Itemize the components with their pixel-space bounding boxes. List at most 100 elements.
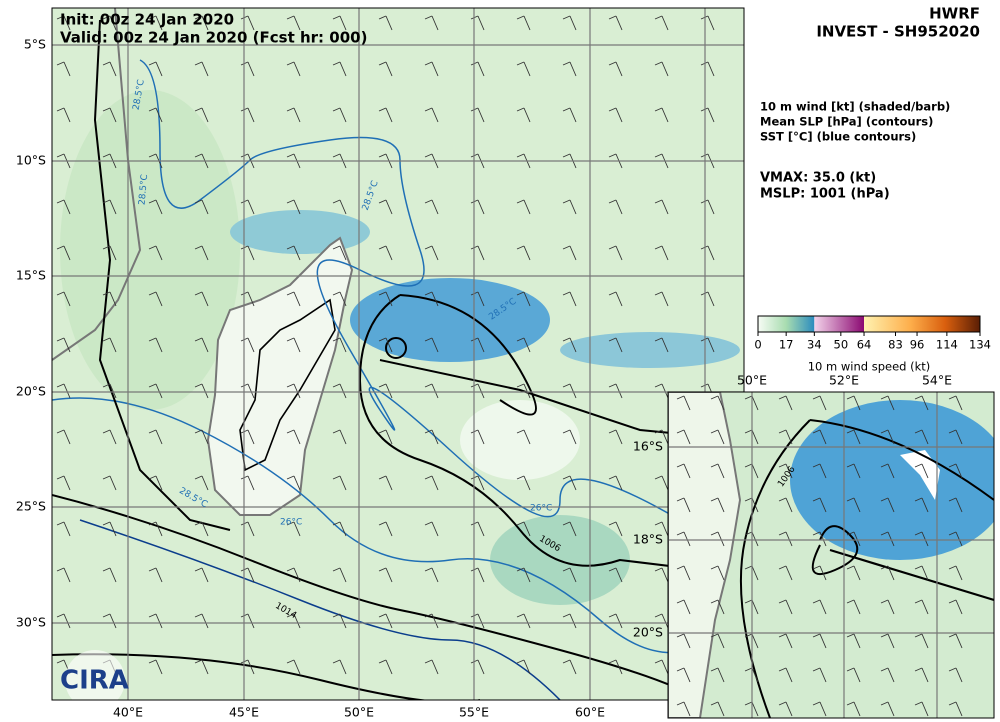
wind-barb — [914, 633, 929, 649]
colorbar-tick-label: 50 — [834, 338, 849, 352]
wind-barb — [676, 395, 691, 411]
wind-barb — [56, 107, 71, 123]
vmax: VMAX: 35.0 (kt) — [760, 171, 876, 186]
wind-barb — [880, 429, 895, 445]
wind-barb — [286, 659, 301, 675]
wind-barb — [676, 599, 691, 615]
wind-barb — [654, 199, 669, 215]
wind-barb — [812, 667, 827, 683]
wind-barb — [194, 245, 209, 261]
wind-barb — [424, 61, 439, 77]
wind-barb — [812, 497, 827, 513]
wind-barb — [812, 633, 827, 649]
wind-barb — [424, 567, 439, 583]
wind-barb — [744, 429, 759, 445]
wind-barb — [56, 521, 71, 537]
wind-barb — [424, 15, 439, 31]
grid — [52, 8, 744, 700]
wind-barb — [332, 429, 347, 445]
wind-barb — [608, 659, 623, 675]
map-frame — [51, 7, 745, 701]
contour-label: 28.5°C — [138, 174, 151, 206]
wind-barb — [654, 291, 669, 307]
wind-barb — [378, 613, 393, 629]
colorbar-tick-label: 96 — [910, 338, 925, 352]
inset-map: 1006 — [668, 392, 994, 718]
wind-barb — [424, 245, 439, 261]
wind-barb — [710, 701, 725, 717]
wind-barb — [378, 475, 393, 491]
wind-barb — [562, 613, 577, 629]
lon-label: 60°E — [575, 705, 605, 720]
wind-barb — [778, 667, 793, 683]
wind-barb — [194, 475, 209, 491]
wind-barb — [744, 701, 759, 717]
wind-barb — [710, 633, 725, 649]
wind-barb — [710, 395, 725, 411]
lat-label: 5°S — [24, 37, 46, 52]
wind-barb — [286, 383, 301, 399]
wind-barb — [880, 463, 895, 479]
wind-barb — [710, 429, 725, 445]
wind-shading — [560, 332, 740, 368]
wind-barb — [516, 613, 531, 629]
valid-time: Valid: 00z 24 Jan 2020 (Fcst hr: 000) — [60, 29, 367, 47]
wind-barb — [676, 429, 691, 445]
wind-barb — [516, 337, 531, 353]
wind-barb — [378, 245, 393, 261]
wind-barb — [812, 531, 827, 547]
wind-barb — [778, 565, 793, 581]
wind-barb — [562, 61, 577, 77]
wind-barb — [378, 659, 393, 675]
wind-barb — [516, 15, 531, 31]
wind-barb — [654, 429, 669, 445]
wind-barb — [102, 61, 117, 77]
wind-barb — [194, 107, 209, 123]
wind-barb — [948, 701, 963, 717]
wind-barb — [914, 599, 929, 615]
wind-barb — [608, 199, 623, 215]
inset-lon-label: 50°E — [737, 373, 767, 388]
colorbar-label: 10 m wind speed (kt) — [808, 360, 931, 374]
wind-barb — [378, 199, 393, 215]
wind-barb — [562, 15, 577, 31]
wind-barb — [846, 667, 861, 683]
wind-barb — [562, 107, 577, 123]
wind-barb — [332, 567, 347, 583]
wind-barb — [516, 199, 531, 215]
wind-barb — [424, 429, 439, 445]
wind-barb — [516, 521, 531, 537]
wind-barb — [194, 291, 209, 307]
grid — [668, 392, 994, 718]
wind-barb — [744, 599, 759, 615]
colorbar-segment — [864, 316, 980, 332]
legend-line: Mean SLP [hPa] (contours) — [760, 115, 933, 129]
wind-barb — [880, 599, 895, 615]
wind-barb — [332, 245, 347, 261]
wind-barb — [102, 107, 117, 123]
wind-barb — [56, 337, 71, 353]
wind-barb — [148, 521, 163, 537]
pressure-contour — [239, 298, 336, 472]
pressure-contour — [93, 19, 231, 531]
wind-barb — [676, 463, 691, 479]
wind-barb — [56, 475, 71, 491]
wind-barb — [744, 531, 759, 547]
colorbar-tick-label: 83 — [888, 338, 903, 352]
wind-barb — [56, 383, 71, 399]
lon-label: 45°E — [229, 705, 259, 720]
wind-barb — [102, 383, 117, 399]
wind-shading — [230, 210, 370, 254]
wind-barb — [710, 497, 725, 513]
wind-barb — [710, 463, 725, 479]
wind-barb — [56, 199, 71, 215]
wind-barb — [102, 337, 117, 353]
wind-barb — [286, 567, 301, 583]
wind-barb — [948, 633, 963, 649]
wind-barb — [562, 659, 577, 675]
wind-barb — [378, 337, 393, 353]
wind-barb — [914, 497, 929, 513]
wind-barb — [378, 567, 393, 583]
colorbar-segment — [758, 316, 815, 332]
wind-barb — [654, 521, 669, 537]
